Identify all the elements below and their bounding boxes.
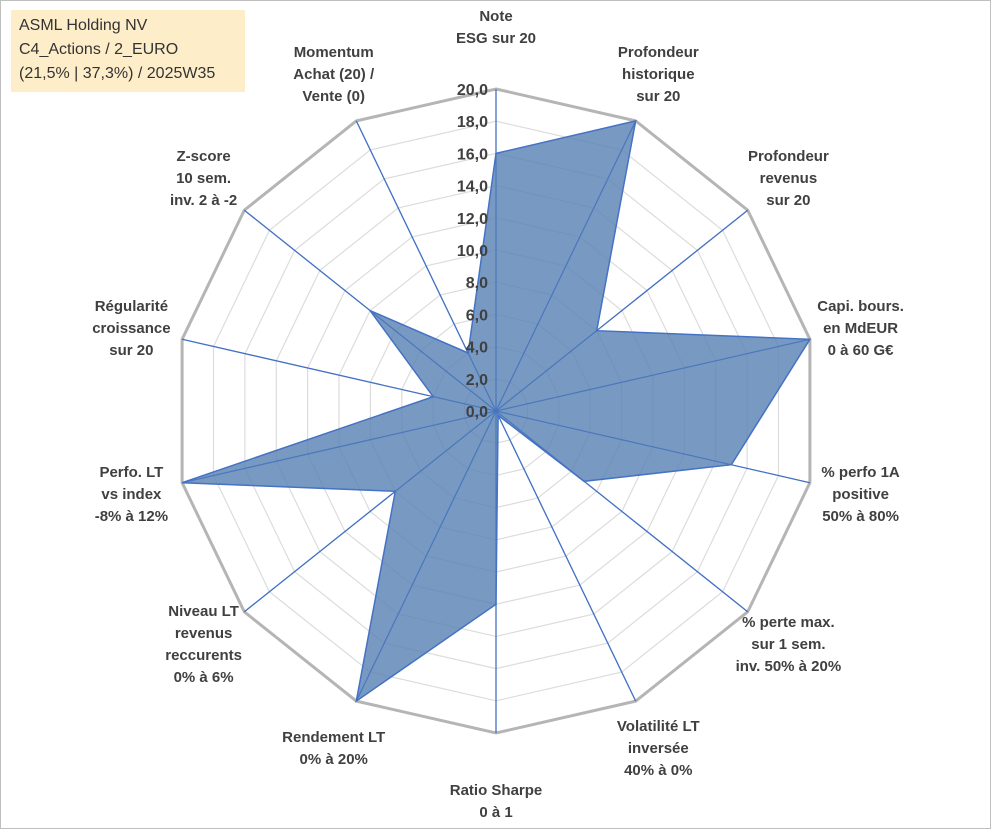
- axis-label: Z-score 10 sem. inv. 2 à -2: [170, 148, 237, 209]
- axis-spoke-overlay: [495, 410, 749, 613]
- tick-label: 6,0: [466, 307, 488, 324]
- axis-label-line: 0 à 60 G€: [828, 342, 895, 359]
- axis-spoke-overlay: [181, 410, 497, 484]
- tick-label: 0,0: [466, 404, 488, 421]
- axis-label: Profondeur historique sur 20: [618, 44, 699, 105]
- axis-label-line: Régularité: [95, 298, 168, 315]
- axis-label: Volatilité LT inversée 40% à 0%: [617, 718, 700, 779]
- axis-label-line: Profondeur: [618, 44, 699, 61]
- axis-label: Perfo. LT vs index -8% à 12%: [95, 464, 168, 525]
- axis-label-line: inv. 50% à 20%: [736, 658, 842, 675]
- axis-spoke-overlay: [243, 410, 497, 613]
- axis-label-line: en MdEUR: [823, 320, 898, 337]
- axis-label-line: revenus: [175, 625, 233, 642]
- axis-label-line: historique: [622, 66, 695, 83]
- axis-label: Rendement LT 0% à 20%: [282, 729, 385, 768]
- axis-label-line: Note: [479, 8, 512, 25]
- axis-label-line: revenus: [760, 170, 818, 187]
- axis-label-line: croissance: [92, 320, 170, 337]
- axis-label-line: reccurents: [165, 647, 242, 664]
- axis-spoke-overlay: [495, 338, 811, 412]
- tick-label: 18,0: [457, 114, 488, 131]
- tick-label: 8,0: [466, 275, 488, 292]
- axis-label-line: -8% à 12%: [95, 508, 168, 525]
- axis-label-line: Niveau LT: [168, 603, 239, 620]
- axis-spoke-overlay: [243, 209, 497, 412]
- axis-label-line: Achat (20) /: [293, 66, 375, 83]
- axis-spoke-overlay: [181, 338, 497, 412]
- axis-label: Niveau LT revenus reccurents 0% à 6%: [165, 603, 242, 686]
- axis-label-line: 0 à 1: [479, 804, 512, 821]
- security-category: C4_Actions / 2_EURO: [19, 41, 179, 58]
- security-stats: (21,5% | 37,3%) / 2025W35: [19, 65, 216, 82]
- axis-label-line: Capi. bours.: [817, 298, 904, 315]
- axis-label-line: vs index: [101, 486, 162, 503]
- radar-tick-labels: 0,0 2,0 4,0 6,0 8,0 10,0 12,0 14,0 16,0 18,0 20,0: [457, 82, 488, 421]
- axis-label-line: positive: [832, 486, 889, 503]
- axis-label: % perte max. sur 1 sem. inv. 50% à 20%: [736, 614, 842, 675]
- radar-axis-labels: Note ESG sur 20 Profondeur historique sur 20…: [92, 8, 904, 821]
- axis-label-line: 10 sem.: [176, 170, 231, 187]
- tick-label: 4,0: [466, 340, 488, 357]
- tick-label: 12,0: [457, 211, 488, 228]
- axis-label: Ratio Sharpe 0 à 1: [450, 782, 543, 821]
- axis-label-line: Ratio Sharpe: [450, 782, 543, 799]
- axis-label-line: Z-score: [177, 148, 231, 165]
- axis-label-line: sur 20: [109, 342, 153, 359]
- axis-label-line: Momentum: [294, 44, 374, 61]
- axis-label: Note ESG sur 20: [456, 8, 536, 47]
- axis-label-line: Profondeur: [748, 148, 829, 165]
- tick-label: 16,0: [457, 146, 488, 163]
- axis-label-line: % perfo 1A: [821, 464, 900, 481]
- axis-label-line: sur 20: [766, 192, 810, 209]
- axis-label: Régularité croissance sur 20: [92, 298, 170, 359]
- axis-label-line: % perte max.: [742, 614, 835, 631]
- axis-label-line: Rendement LT: [282, 729, 385, 746]
- axis-label-line: Volatilité LT: [617, 718, 700, 735]
- axis-label-line: inv. 2 à -2: [170, 192, 237, 209]
- tick-label: 14,0: [457, 179, 488, 196]
- tick-label: 10,0: [457, 243, 488, 260]
- axis-label-line: Vente (0): [302, 88, 365, 105]
- tick-label: 2,0: [466, 372, 488, 389]
- axis-spoke-overlay: [495, 410, 637, 702]
- axis-spoke-overlay: [355, 410, 497, 702]
- axis-label-line: 0% à 6%: [174, 669, 234, 686]
- axis-label-line: Perfo. LT: [99, 464, 163, 481]
- axis-spoke-overlay: [355, 120, 497, 412]
- axis-label: Profondeur revenus sur 20: [748, 148, 829, 209]
- axis-label-line: 0% à 20%: [300, 751, 368, 768]
- tick-label: 20,0: [457, 82, 488, 99]
- axis-label-line: inversée: [628, 740, 689, 757]
- axis-label-line: 40% à 0%: [624, 762, 692, 779]
- security-info-box: ASML Holding NV C4_Actions / 2_EURO (21,…: [11, 10, 245, 92]
- axis-label-line: ESG sur 20: [456, 30, 536, 47]
- axis-spoke-overlay: [495, 120, 637, 412]
- axis-label-line: 50% à 80%: [822, 508, 899, 525]
- axis-spoke-overlay: [495, 410, 811, 484]
- axis-spoke-overlay: [495, 209, 749, 412]
- axis-label: Momentum Achat (20) / Vente (0): [293, 44, 375, 105]
- axis-label-line: sur 1 sem.: [751, 636, 825, 653]
- axis-label: % perfo 1A positive 50% à 80%: [821, 464, 900, 525]
- radar-series: [181, 89, 812, 733]
- axis-label-line: sur 20: [636, 88, 680, 105]
- security-name: ASML Holding NV: [19, 17, 148, 34]
- axis-label: Capi. bours. en MdEUR 0 à 60 G€: [817, 298, 904, 359]
